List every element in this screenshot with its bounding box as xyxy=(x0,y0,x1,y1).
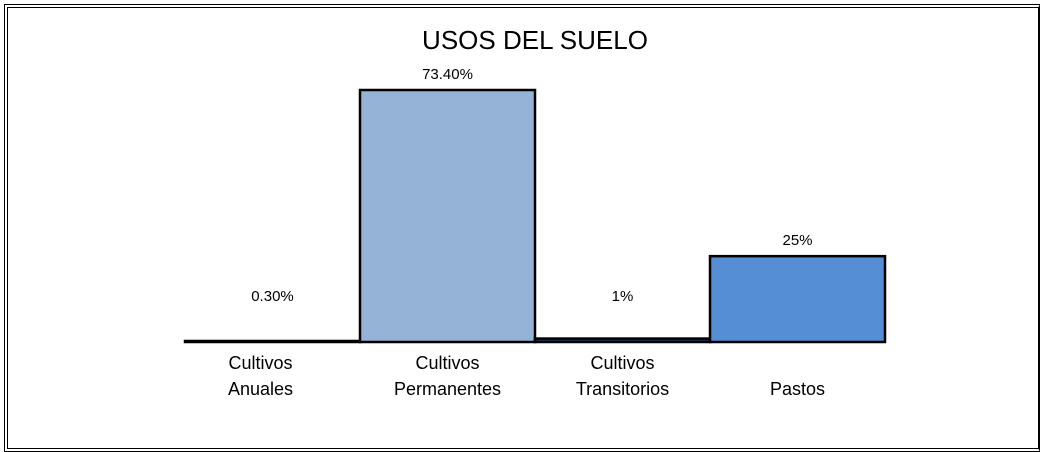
bar xyxy=(358,88,537,344)
value-label: 73.40% xyxy=(422,66,473,83)
bar xyxy=(533,337,712,344)
value-label: 1% xyxy=(612,288,634,305)
page: USOS DEL SUELO 0.30% 73.40% 1% 25% Cultivos… xyxy=(4,4,1040,452)
chart-title: USOS DEL SUELO xyxy=(422,25,648,55)
value-label: 25% xyxy=(782,232,812,249)
x-tick-label: Cultivos Transitorios xyxy=(575,353,670,399)
value-label: 0.30% xyxy=(251,288,294,305)
x-tick-label: Pastos xyxy=(769,379,826,399)
x-tick-label: Cultivos Anuales xyxy=(227,353,294,399)
chart: USOS DEL SUELO 0.30% 73.40% 1% 25% xyxy=(183,25,887,344)
x-tick-label: Cultivos Permanentes xyxy=(393,353,502,399)
bar xyxy=(708,254,887,344)
bar xyxy=(183,339,362,344)
